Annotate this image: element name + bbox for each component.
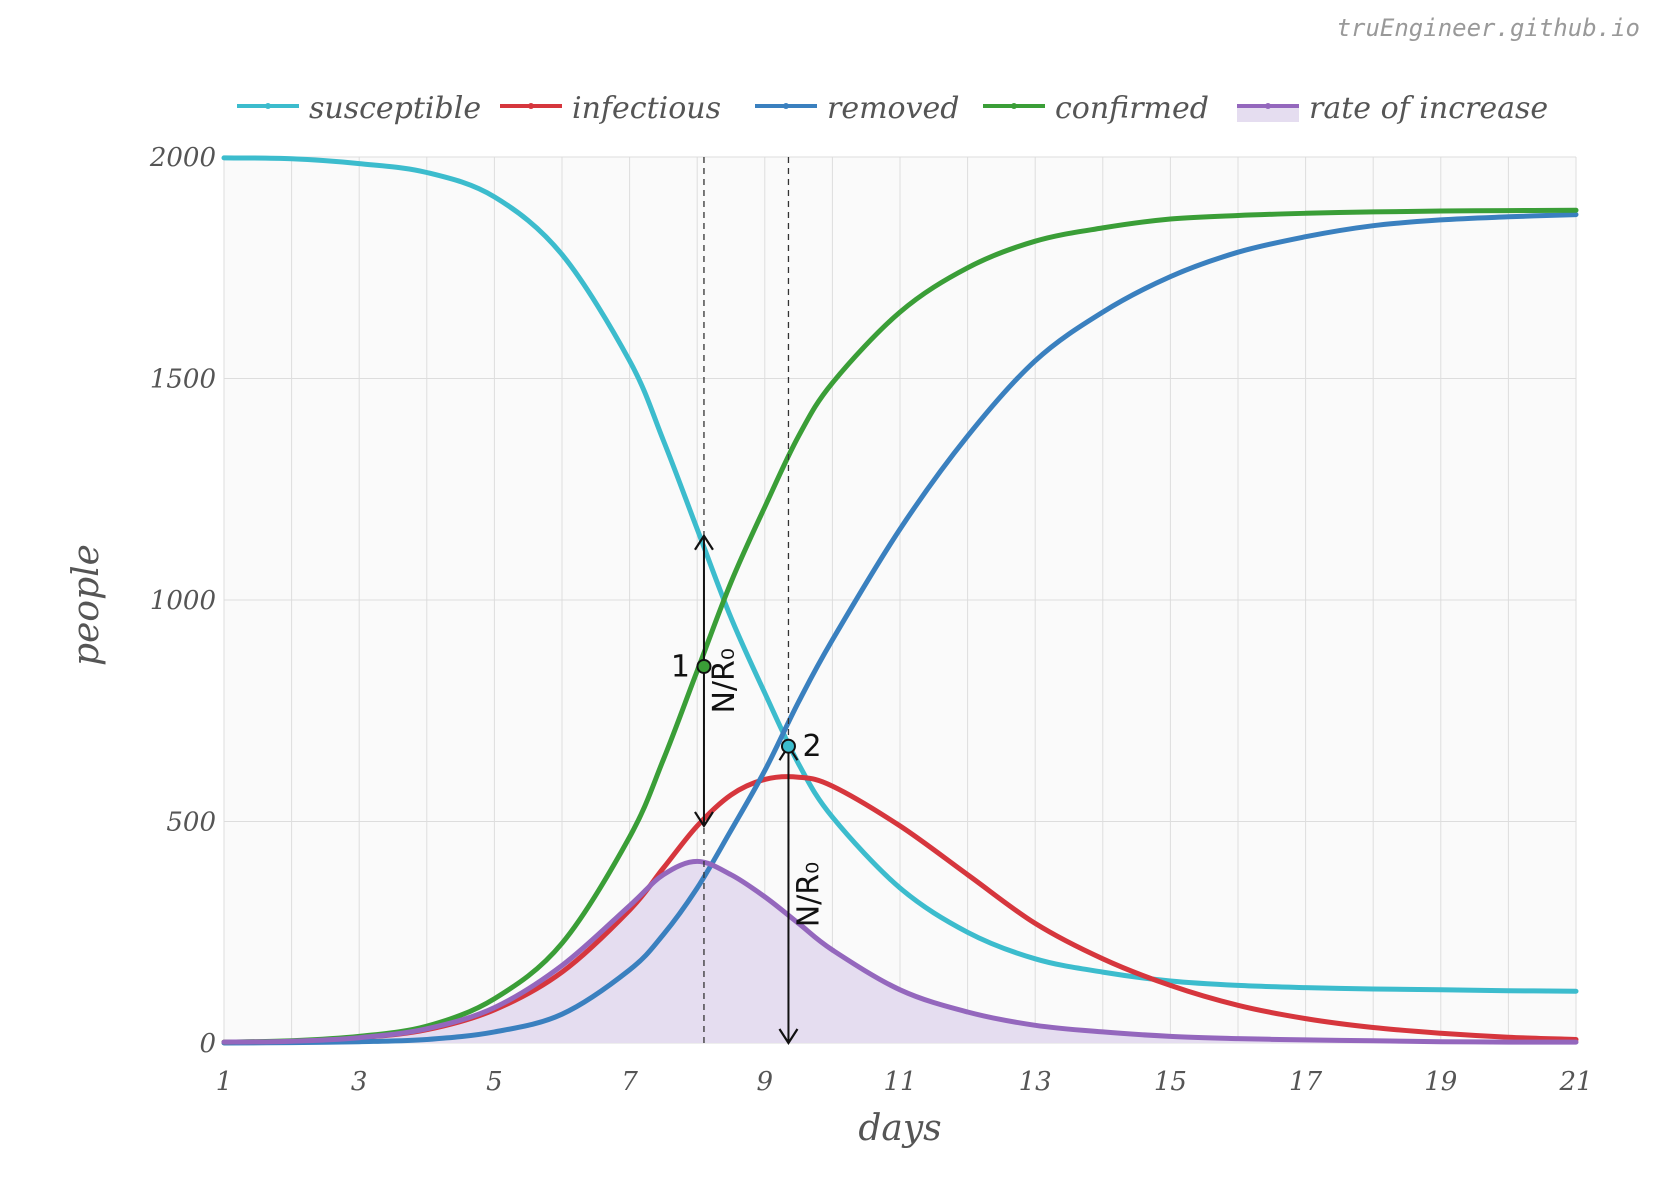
legend: susceptible infectious removed confirmed rat…: [237, 91, 1548, 126]
marker-point-1: [696, 658, 712, 674]
legend-item-infectious: infectious: [500, 91, 721, 126]
legend-label: infectious: [572, 91, 721, 126]
x-tick-label: 7: [621, 1067, 638, 1097]
x-tick-label: 1: [216, 1067, 233, 1097]
y-tick-label: 1500: [150, 365, 216, 395]
point-2-label: 2: [802, 729, 821, 764]
y-tick-label: 500: [166, 808, 216, 838]
legend-item-rate-of-increase: rate of increase: [1237, 91, 1548, 126]
confirmed-line: [221, 207, 1579, 1045]
y-axis-title: people: [66, 544, 107, 666]
susceptible-line: [221, 155, 1579, 994]
legend-label: rate of increase: [1309, 91, 1548, 126]
x-tick-label: 15: [1154, 1067, 1187, 1097]
annotations: N/R₀ N/R₀ 1 2: [671, 157, 826, 1046]
arrow-2-label: N/R₀: [791, 862, 826, 927]
watermark: truEngineer.github.io: [1337, 14, 1640, 42]
x-tick-labels: 1 3 5 7 9 11 13 15 17 19 21: [216, 1067, 1593, 1097]
legend-swatch-marker: [1011, 103, 1017, 109]
removed-line: [221, 212, 1579, 1046]
legend-swatch-marker: [783, 103, 789, 109]
grid-lines: [223, 156, 1577, 1044]
x-tick-label: 19: [1424, 1067, 1457, 1097]
legend-label: confirmed: [1055, 91, 1209, 126]
y-tick-label: 1000: [150, 586, 216, 616]
arrow-1-head-top: [694, 533, 714, 551]
x-tick-label: 13: [1019, 1067, 1052, 1097]
arrow-2-head-bottom: [778, 1028, 799, 1046]
y-tick-label: 0: [199, 1029, 216, 1059]
legend-item-susceptible: susceptible: [237, 91, 481, 126]
x-tick-label: 9: [757, 1067, 774, 1097]
x-tick-label: 17: [1289, 1067, 1323, 1097]
legend-swatch-marker: [528, 103, 534, 109]
legend-item-removed: removed: [755, 91, 960, 126]
rate-of-increase-line: [221, 858, 1579, 1045]
x-tick-label: 5: [486, 1067, 503, 1097]
legend-swatch-marker: [1265, 103, 1271, 109]
x-tick-label: 3: [351, 1067, 368, 1097]
x-tick-label: 11: [883, 1067, 916, 1097]
arrow-1-label: N/R₀: [707, 648, 742, 713]
rate-of-increase-area: [224, 861, 1576, 1043]
x-tick-label: 21: [1558, 1067, 1592, 1097]
legend-swatch-fill: [1237, 104, 1299, 122]
y-tick-label: 2000: [149, 143, 216, 173]
legend-label: removed: [827, 91, 960, 126]
legend-label: susceptible: [309, 91, 481, 126]
marker-point-2: [780, 738, 796, 754]
legend-item-confirmed: confirmed: [983, 91, 1209, 126]
series-lines: [221, 155, 1579, 1046]
legend-swatch-marker: [265, 103, 271, 109]
rate-fill-area: [224, 861, 1576, 1043]
point-1-label: 1: [671, 649, 690, 684]
x-axis-title: days: [858, 1108, 941, 1149]
arrow-1-head-bottom: [694, 811, 714, 828]
y-tick-labels: 0 500 1000 1500 2000: [149, 143, 216, 1059]
